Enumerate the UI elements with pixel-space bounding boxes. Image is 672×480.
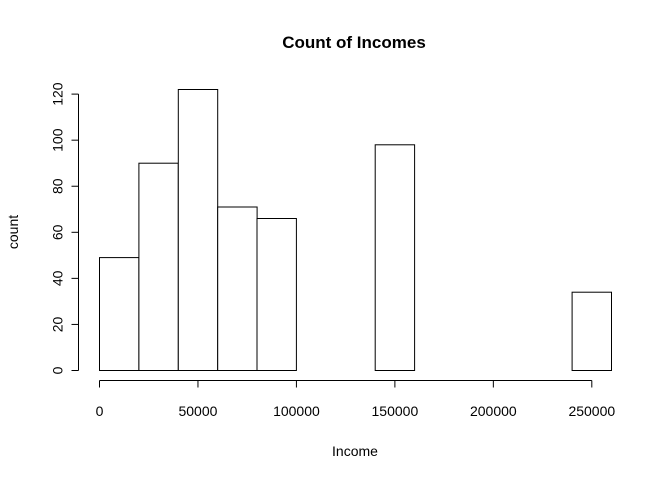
x-tick-label: 250000 — [568, 403, 615, 419]
x-tick-label: 50000 — [178, 403, 217, 419]
y-tick-label: 40 — [50, 270, 66, 286]
bars-group — [99, 89, 612, 372]
x-tick-label: 100000 — [273, 403, 320, 419]
y-tick-label: 100 — [50, 128, 66, 152]
y-axis: 0 20 40 60 80 100 120 — [50, 82, 79, 374]
histogram-bar — [138, 162, 179, 371]
chart-title: Count of Incomes — [282, 33, 426, 52]
y-tick-label: 80 — [50, 178, 66, 194]
y-tick-label: 120 — [50, 82, 66, 106]
y-tick-label: 0 — [50, 366, 66, 374]
x-tick-label: 150000 — [372, 403, 419, 419]
histogram-bar — [217, 206, 258, 371]
histogram-bar — [571, 291, 612, 372]
histogram-bar — [99, 257, 140, 372]
y-tick-label: 60 — [50, 224, 66, 240]
y-tick-label: 20 — [50, 316, 66, 332]
x-tick-label: 0 — [96, 403, 104, 419]
x-axis: 0 50000 100000 150000 200000 250000 — [96, 380, 615, 419]
histogram-bar — [374, 144, 416, 371]
x-axis-label: Income — [332, 443, 378, 459]
x-tick-label: 200000 — [470, 403, 517, 419]
y-axis-label: count — [5, 215, 21, 249]
histogram-bar — [256, 218, 297, 371]
histogram-bar — [177, 89, 219, 371]
